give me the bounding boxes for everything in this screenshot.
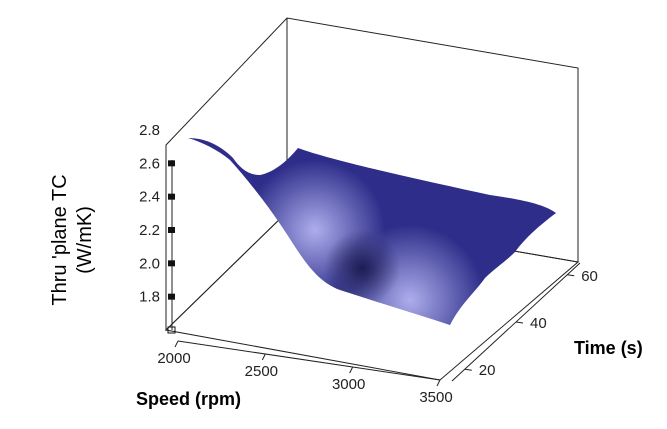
z-tick-label: 2.8 (139, 122, 160, 139)
z-tick-label: 2.0 (139, 255, 160, 272)
x-tick-label: 2500 (245, 363, 278, 380)
z-axis-title-line-1: Thru 'plane TC (49, 174, 71, 305)
x-axis-title: Speed (rpm) (136, 389, 241, 409)
z-tick-mark (168, 160, 175, 167)
y-tick-label: 40 (530, 315, 547, 332)
z-tick-mark (168, 227, 175, 233)
floor (164, 211, 580, 381)
y-tick-mark (464, 368, 472, 371)
y-tick-mark (515, 321, 524, 324)
x-tick-mark (174, 340, 179, 348)
y-tick-mark (567, 274, 575, 277)
z-axis: 1.8 2.0 2.2 2.4 2.6 2.8 (139, 122, 176, 334)
surface (188, 138, 556, 325)
y-tick-label: 20 (479, 362, 496, 379)
z-tick-label: 2.6 (139, 155, 160, 172)
x-tick-mark (349, 366, 354, 374)
y-tick-label: 60 (581, 268, 598, 285)
x-tick-label: 3000 (332, 376, 365, 393)
x-tick-label: 3500 (419, 389, 452, 406)
z-tick-label: 2.2 (139, 222, 160, 239)
z-axis-title-line-2: (W/mK) (74, 206, 96, 274)
y-axis-title: Time (s) (574, 338, 643, 358)
x-tick-mark (436, 379, 441, 387)
z-tick-mark (168, 293, 175, 300)
z-tick-label: 2.4 (139, 189, 160, 206)
x-axis-line (177, 340, 441, 381)
z-origin-marker (167, 326, 176, 334)
x-axis: 2000 2500 3000 3500 (157, 340, 453, 406)
y-axis: 20 40 60 (451, 262, 598, 382)
z-tick-mark (168, 193, 175, 200)
surface-trough-shadow (188, 138, 556, 325)
z-tick-label: 1.8 (139, 289, 160, 306)
x-tick-label: 2000 (157, 350, 190, 367)
x-tick-mark (261, 353, 266, 361)
z-tick-mark (168, 260, 175, 267)
